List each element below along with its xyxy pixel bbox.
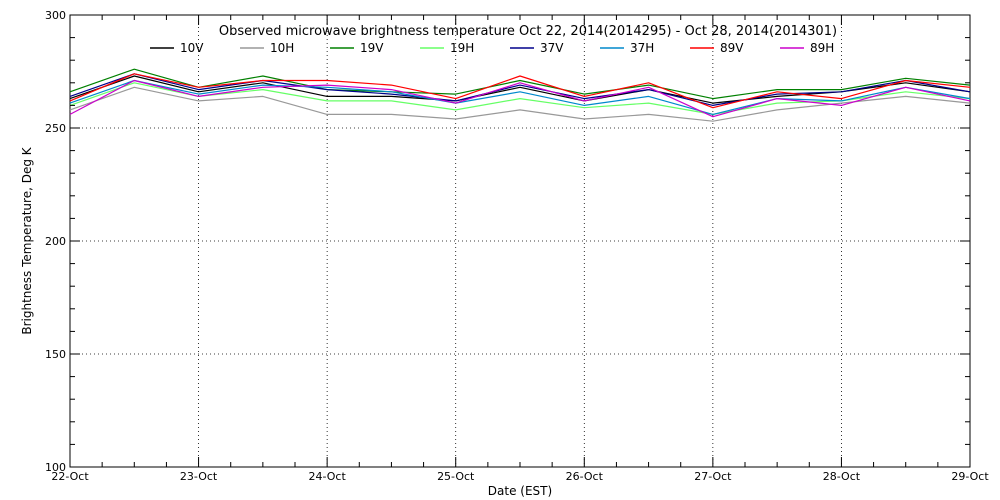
legend-label-19v: 19V bbox=[360, 41, 384, 55]
legend-label-89h: 89H bbox=[810, 41, 834, 55]
tick-labels: 22-Oct 23-Oct 24-Oct 25-Oct 26-Oct 27-Oct 28-O… bbox=[45, 9, 989, 483]
y-tick-label: 150 bbox=[45, 348, 66, 361]
plot-frame bbox=[69, 14, 971, 468]
series-line-89v bbox=[69, 73, 971, 109]
axis-ticks bbox=[69, 14, 971, 468]
legend-label-89v: 89V bbox=[720, 41, 744, 55]
legend-label-19h: 19H bbox=[450, 41, 474, 55]
series-line-89h bbox=[69, 79, 971, 118]
y-tick-label: 300 bbox=[45, 9, 66, 22]
x-tick-label: 23-Oct bbox=[180, 470, 218, 483]
legend-label-37v: 37V bbox=[540, 41, 564, 55]
y-tick-label: 200 bbox=[45, 235, 66, 248]
x-tick-label: 29-Oct bbox=[951, 470, 989, 483]
series-line-19h bbox=[69, 82, 971, 116]
series-line-10v bbox=[69, 75, 971, 104]
y-tick-label: 100 bbox=[45, 461, 66, 474]
legend: 10V 10H 19V 19H 37V 37H 89V 89H bbox=[150, 41, 834, 55]
x-tick-label: 24-Oct bbox=[308, 470, 346, 483]
grid-lines bbox=[70, 15, 970, 467]
series-line-10h bbox=[69, 86, 971, 122]
chart-title: Observed microwave brightness temperatur… bbox=[219, 24, 837, 39]
series-lines bbox=[69, 68, 971, 122]
x-tick-label: 25-Oct bbox=[437, 470, 475, 483]
x-tick-label: 27-Oct bbox=[694, 470, 732, 483]
x-tick-label: 22-Oct bbox=[51, 470, 89, 483]
series-line-37v bbox=[69, 73, 971, 107]
series-line-37h bbox=[69, 79, 971, 116]
y-axis-label: Brightness Temperature, Deg K bbox=[20, 146, 34, 334]
y-tick-label: 250 bbox=[45, 122, 66, 135]
series-line-19v bbox=[69, 68, 971, 100]
legend-label-10h: 10H bbox=[270, 41, 294, 55]
x-axis-label: Date (EST) bbox=[488, 484, 552, 498]
legend-label-37h: 37H bbox=[630, 41, 654, 55]
x-tick-label: 26-Oct bbox=[566, 470, 604, 483]
legend-label-10v: 10V bbox=[180, 41, 204, 55]
x-tick-label: 28-Oct bbox=[823, 470, 861, 483]
